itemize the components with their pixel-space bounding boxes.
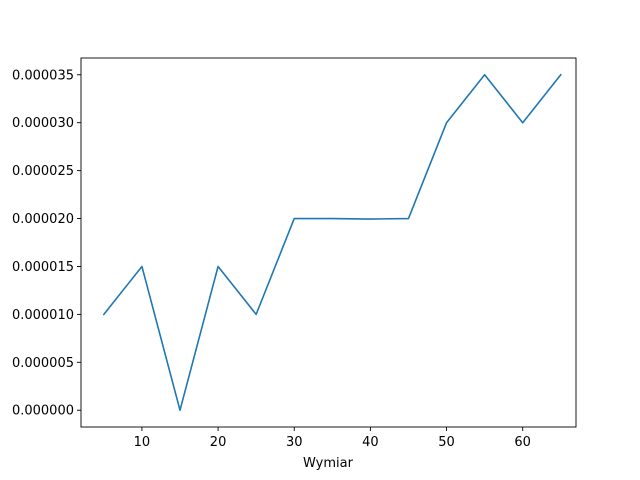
y-tick-label: 0.000010: [12, 308, 74, 323]
y-tick-label: 0.000035: [12, 68, 74, 83]
axes: 10 20 30 40 50 60 0.000000 0.000005 0.000010 0.00…: [12, 57, 577, 450]
y-tick-label: 0.000000: [12, 404, 74, 419]
x-axis-label: Wymiar: [303, 456, 354, 471]
y-tick-label: 0.000025: [12, 164, 74, 179]
series-line-1: [102, 73, 562, 412]
x-tick-label: 30: [286, 435, 303, 450]
x-tick-label: 40: [362, 435, 379, 450]
plot-area: [102, 73, 562, 412]
x-tick-label: 20: [210, 435, 227, 450]
y-tick-label: 0.000015: [12, 260, 74, 275]
y-tick-label: 0.000020: [12, 212, 74, 227]
y-tick-label: 0.000030: [12, 116, 74, 131]
x-tick-label: 60: [514, 435, 531, 450]
x-tick-label: 10: [134, 435, 151, 450]
y-tick-label: 0.000005: [12, 356, 74, 371]
x-tick-label: 50: [438, 435, 455, 450]
axes-frame: [80, 57, 577, 428]
